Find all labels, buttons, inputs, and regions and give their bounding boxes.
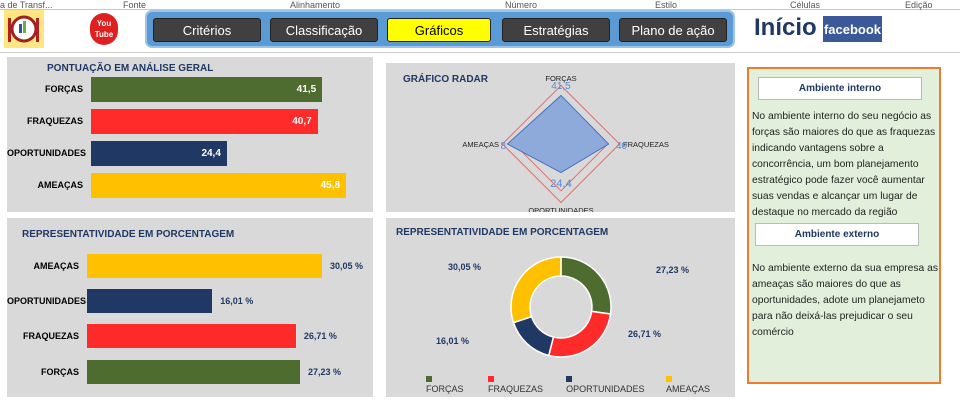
data-label: 27,23 % <box>307 367 341 377</box>
ribbon-label: Fonte <box>123 0 147 10</box>
legend-label: OPORTUNIDADES <box>566 384 645 394</box>
category-label: FORÇAS <box>41 367 79 377</box>
legend-label: FRAQUEZAS <box>487 384 543 394</box>
category-label: FORÇAS <box>45 84 83 94</box>
ribbon-group-labels: a de Transf... Fonte Alinhamento Número … <box>0 0 960 10</box>
radar-value-label: 40 <box>616 141 628 152</box>
nav-classificacao-button[interactable]: Classificação <box>270 18 378 42</box>
category-label: FRAQUEZAS <box>23 331 79 341</box>
nav-estrategias-button[interactable]: Estratégias <box>502 18 610 42</box>
external-heading: Ambiente externo <box>755 223 919 246</box>
data-label: 16,01 % <box>220 296 254 306</box>
legend-item-oportunidades: OPORTUNIDADES <box>566 374 648 394</box>
legend-item-forcas: FORÇAS <box>426 374 470 394</box>
analysis-panel: Ambiente interno No ambiente interno do … <box>747 67 941 384</box>
legend-swatch <box>665 376 672 382</box>
legend-item-fraquezas: FRAQUEZAS <box>487 374 548 394</box>
ribbon-label: Alinhamento <box>290 0 341 10</box>
category-label: FRAQUEZAS <box>27 116 83 126</box>
category-label: AMEAÇAS <box>33 261 79 271</box>
legend-swatch <box>426 376 432 382</box>
divider <box>0 52 960 53</box>
internal-text: No ambiente interno do seu negócio as fo… <box>752 111 936 218</box>
nav-criterios-button[interactable]: Critérios <box>153 18 261 42</box>
chart-title: REPRESENTATIVIDADE EM PORCENTAGEM <box>396 227 609 238</box>
bar-forcas <box>87 360 300 384</box>
legend-item-ameacas: AMEAÇAS <box>665 374 716 394</box>
chart-title: REPRESENTATIVIDADE EM PORCENTAGEM <box>22 229 235 240</box>
bar-oportunidades: 24,4 <box>91 141 227 166</box>
legend-swatch <box>566 376 573 382</box>
donut-slice-oportunidades <box>512 315 555 357</box>
youtube-icon[interactable]: You Tube <box>90 13 118 45</box>
donut-data-label: 16,01 % <box>436 336 469 346</box>
legend-label: FORÇAS <box>426 384 464 394</box>
radar-gridline <box>501 84 621 204</box>
donut-data-label: 30,05 % <box>448 262 481 272</box>
donut-slice-forcas <box>560 256 612 315</box>
external-text: No ambiente externo da sua empresa as am… <box>752 263 939 338</box>
bar-forcas: 41,5 <box>91 77 323 102</box>
category-label: OPORTUNIDADES <box>7 148 87 158</box>
data-label: 30,05 % <box>329 261 364 271</box>
radar-axis-label: FRAQUEZAS <box>623 140 669 149</box>
nav-bar: Critérios Classificação Gráficos Estraté… <box>145 10 735 48</box>
bar-fraquezas: 40,7 <box>91 109 318 134</box>
ribbon-label: Estilo <box>655 0 678 10</box>
donut-slice-fraquezas <box>547 310 612 358</box>
facebook-link[interactable]: facebook <box>823 16 882 42</box>
radar-series-area <box>506 94 610 174</box>
nav-plano-de-acao-button[interactable]: Plano de ação <box>619 18 727 42</box>
category-label: OPORTUNIDADES <box>7 296 87 306</box>
radar-value-label: 24,4 <box>550 178 571 190</box>
radar-chart: GRÁFICO RADAR FORÇAS 41,5 FRAQUEZAS 40 OPORT… <box>386 63 735 212</box>
bar-fraquezas <box>87 324 296 348</box>
bar-ameacas: 45,8 <box>91 173 347 198</box>
radar-value-label: 41,5 <box>551 81 571 92</box>
ribbon-label: Células <box>790 0 821 10</box>
radar-value-label: 8 <box>500 141 506 152</box>
score-bar-chart: PONTUAÇÃO EM ANÁLISE GERAL FORÇAS 41,5 FRA… <box>7 57 373 212</box>
restaurant-logo-icon[interactable] <box>4 10 44 48</box>
donut-slice-ameacas <box>510 256 562 324</box>
radar-axis-label: AMEAÇAS <box>462 140 499 149</box>
percent-bar-chart: REPRESENTATIVIDADE EM PORCENTAGEM AMEAÇA… <box>7 218 373 397</box>
bar-oportunidades <box>87 289 213 313</box>
internal-heading: Ambiente interno <box>758 77 922 100</box>
ribbon-label: Edição <box>905 0 933 10</box>
legend-label: AMEAÇAS <box>665 384 710 394</box>
radar-axis-label: OPORTUNIDADES <box>528 206 593 212</box>
donut-data-label: 27,23 % <box>656 265 689 275</box>
inicio-link[interactable]: Início <box>754 14 817 41</box>
data-label: 26,71 % <box>303 331 337 341</box>
chart-title: PONTUAÇÃO EM ANÁLISE GERAL <box>47 63 214 74</box>
legend-swatch <box>487 376 494 382</box>
bar-ameacas <box>87 254 322 278</box>
category-label: AMEAÇAS <box>37 180 83 190</box>
chart-legend: FORÇAS FRAQUEZAS OPORTUNIDADES AMEAÇAS <box>426 374 716 394</box>
chart-title: GRÁFICO RADAR <box>403 74 488 85</box>
donut-data-label: 26,71 % <box>628 329 661 339</box>
ribbon-label: a de Transf... <box>0 0 53 10</box>
nav-graficos-button[interactable]: Gráficos <box>387 18 491 42</box>
ribbon-label: Número <box>505 0 538 10</box>
donut-chart: REPRESENTATIVIDADE EM PORCENTAGEM 27,23 … <box>386 218 735 397</box>
radar-axis-label: FORÇAS <box>545 74 576 83</box>
